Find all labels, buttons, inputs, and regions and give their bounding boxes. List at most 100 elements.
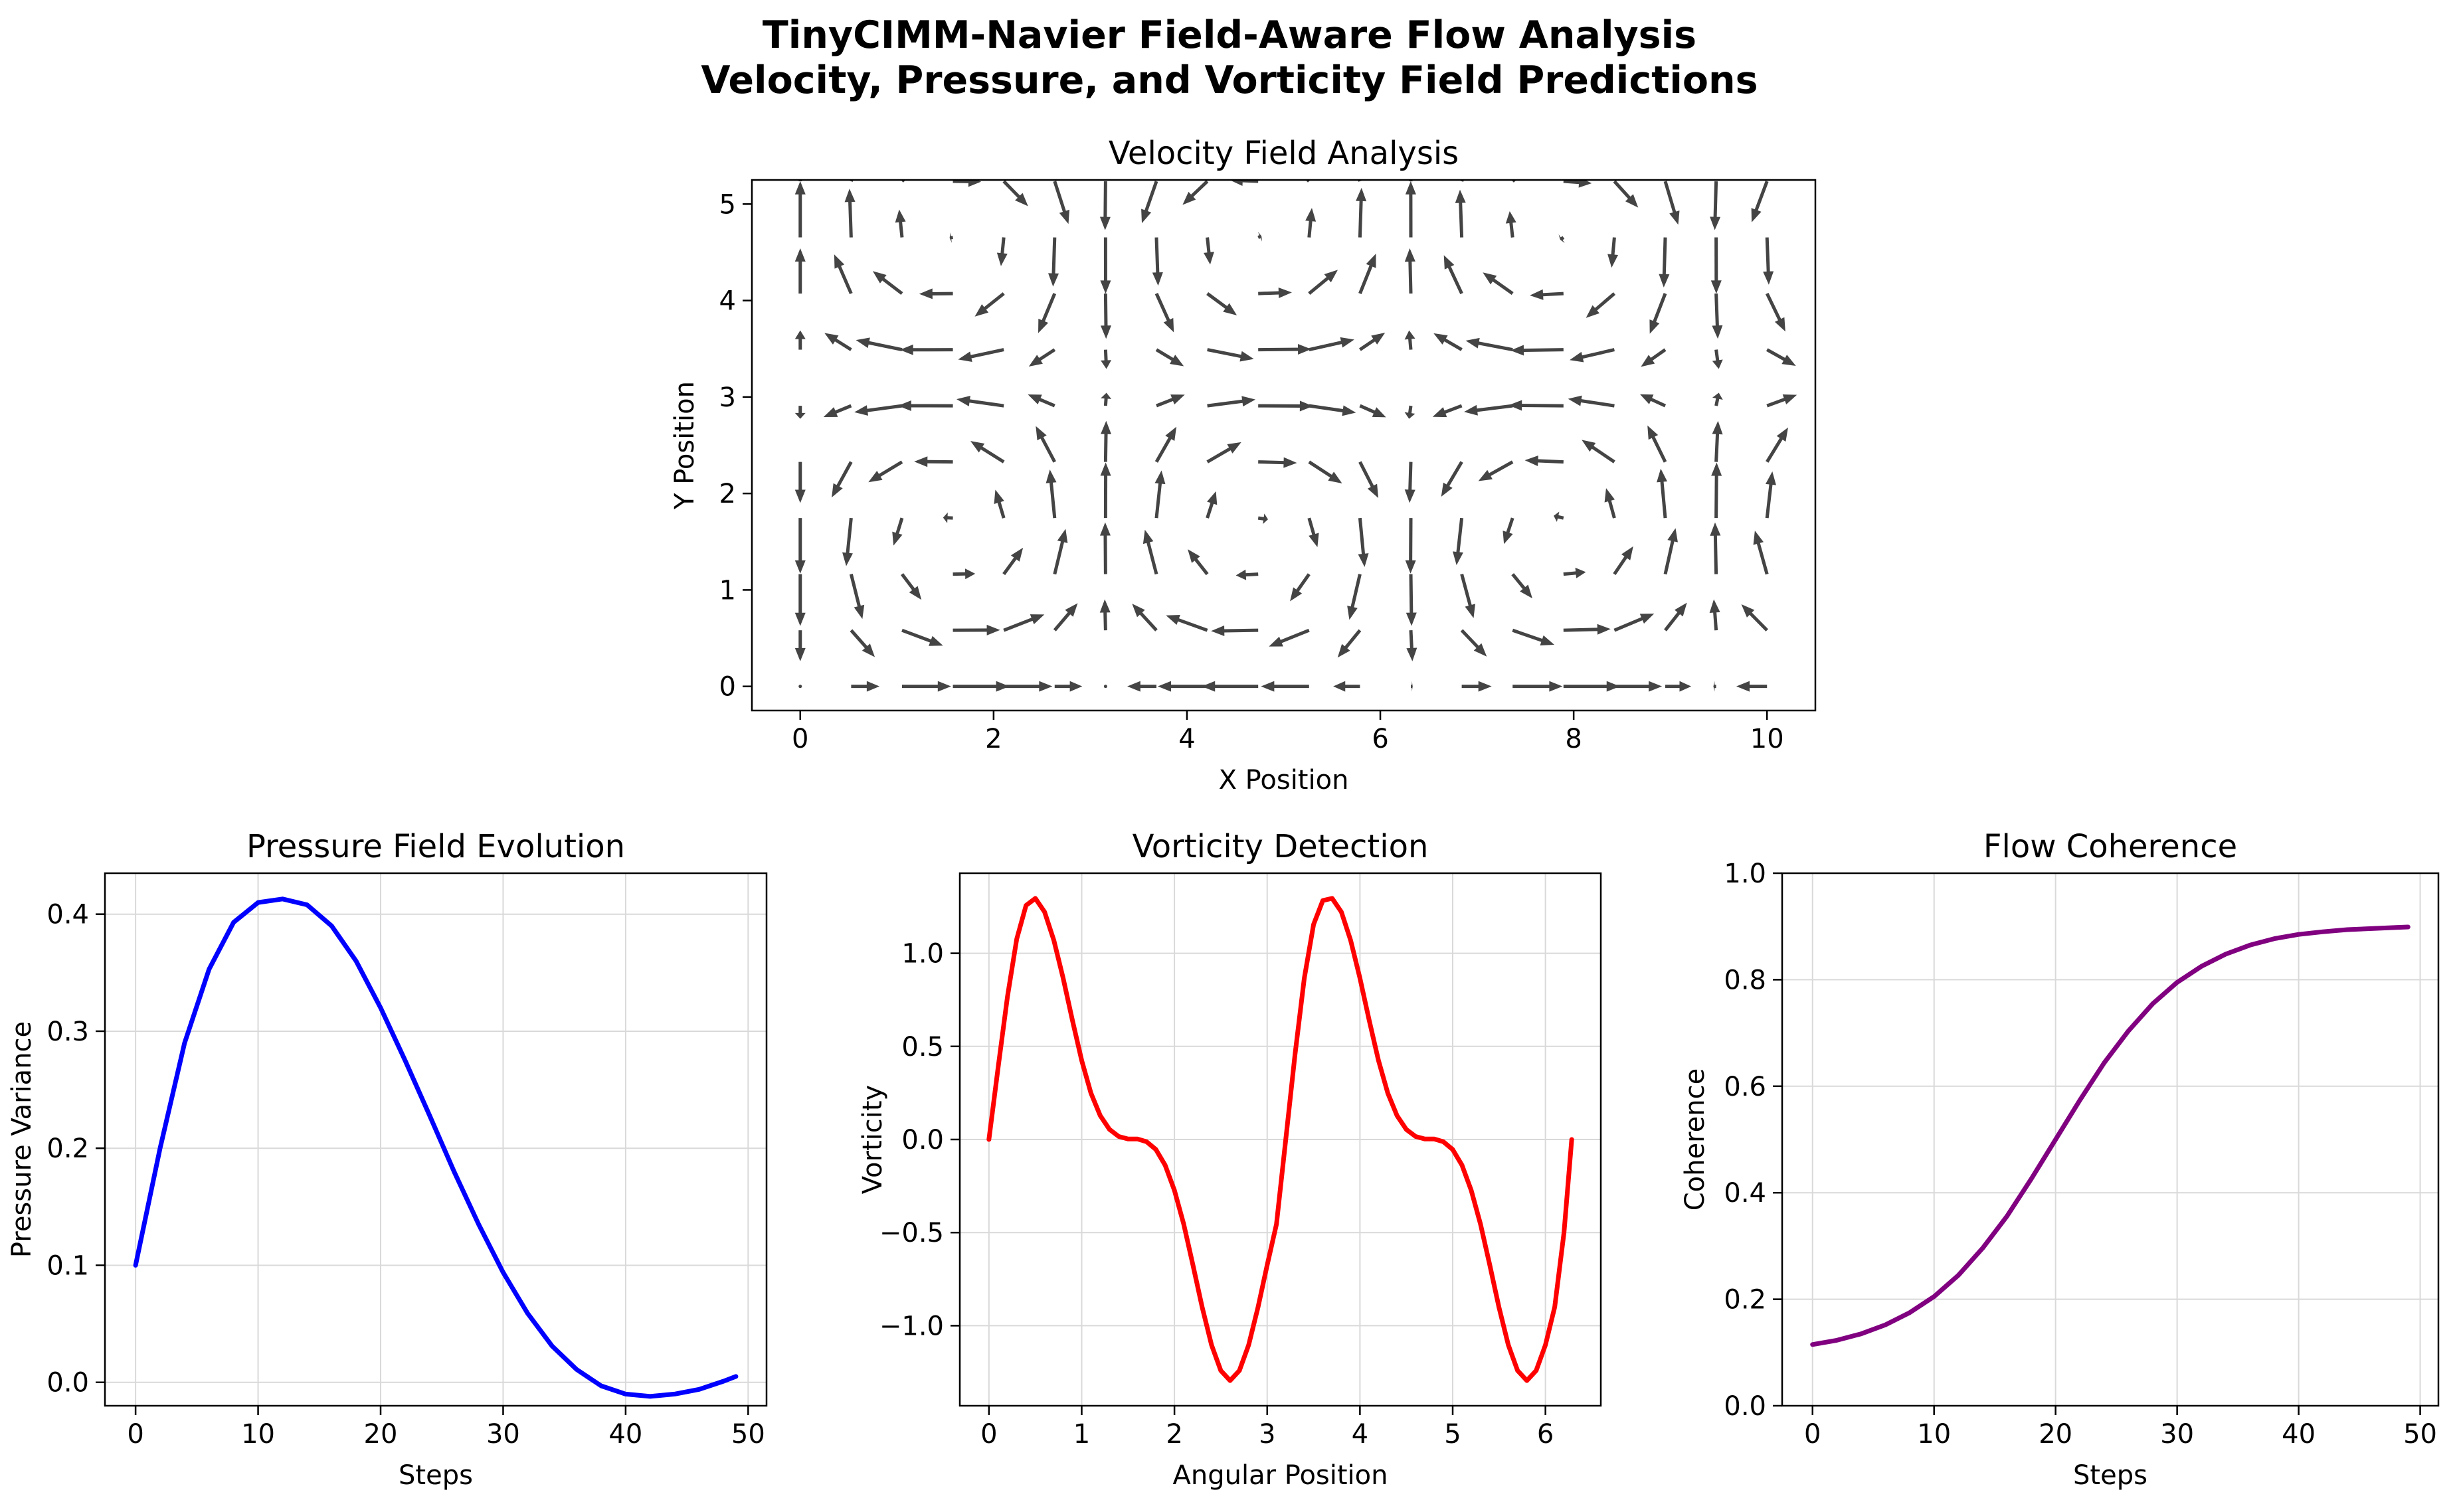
velocity-arrow — [1038, 293, 1057, 333]
velocity-arrow — [1478, 460, 1514, 481]
pressure-ytick-label: 0.2 — [46, 1134, 89, 1164]
velocity-arrow-head — [1299, 400, 1313, 412]
velocity-arrow — [1152, 237, 1163, 286]
velocity-ytick-label: 2 — [719, 479, 736, 509]
velocity-arrow — [958, 348, 1004, 363]
velocity-arrow-shaft — [1649, 432, 1667, 463]
velocity-arrow — [872, 271, 903, 295]
velocity-arrow-head — [970, 441, 985, 453]
velocity-arrow — [1258, 288, 1292, 299]
velocity-arrow-head — [1763, 271, 1774, 285]
velocity-arrow-shaft — [1154, 293, 1172, 326]
vorticity-panel: 0 1 2 3 4 5 6 −1.0 −0.5 0.0 0.5 1.0 Vorticity Detect… — [858, 828, 1602, 1491]
velocity-arrow-head — [1412, 681, 1413, 692]
velocity-arrow-shaft — [1053, 181, 1068, 217]
velocity-arrow-head — [1582, 440, 1596, 452]
velocity-arrow-shaft — [836, 261, 853, 295]
velocity-arrow-shaft — [849, 574, 862, 612]
vorticity-xtick-label: 1 — [1073, 1419, 1090, 1450]
velocity-arrow — [1570, 348, 1615, 363]
velocity-arrow — [1206, 292, 1237, 315]
velocity-arrow-shaft — [1471, 404, 1513, 413]
velocity-arrow — [1258, 457, 1297, 468]
velocity-arrow — [1404, 462, 1415, 503]
velocity-arrow-head — [1712, 359, 1723, 369]
velocity-arrow — [1101, 349, 1112, 369]
velocity-arrow-head — [1188, 549, 1200, 563]
velocity-arrow — [1202, 681, 1259, 692]
velocity-arrow — [1709, 599, 1720, 631]
velocity-arrow — [1347, 574, 1362, 620]
vorticity-ytick-label: 0.5 — [901, 1032, 944, 1062]
velocity-arrow-shaft — [1408, 462, 1413, 495]
velocity-arrow-head — [1283, 457, 1297, 468]
velocity-arrow-head — [1441, 482, 1453, 497]
velocity-arrow-head — [1473, 643, 1487, 657]
velocity-arrow-shaft — [1713, 181, 1718, 222]
velocity-arrow — [1132, 604, 1158, 631]
velocity-arrow-shaft — [964, 398, 1004, 408]
velocity-arrow — [1582, 440, 1615, 463]
velocity-arrow-head — [1099, 522, 1111, 536]
pressure-title: Pressure Field Evolution — [246, 828, 625, 865]
velocity-arrow-head — [794, 181, 806, 195]
coherence-xtick-label: 30 — [2160, 1419, 2194, 1450]
velocity-arrow-head — [1667, 528, 1678, 543]
velocity-arrow-head — [1406, 647, 1417, 661]
velocity-arrow-shaft — [845, 517, 853, 558]
velocity-arrow-shaft — [1219, 628, 1259, 633]
velocity-arrow-head — [958, 351, 972, 363]
velocity-arrow-head — [1669, 210, 1680, 225]
velocity-arrow — [856, 337, 903, 352]
velocity-arrow — [1503, 517, 1514, 545]
velocity-arrow — [1028, 348, 1056, 367]
velocity-arrow-head — [1065, 603, 1078, 617]
velocity-arrow-head — [1333, 681, 1346, 692]
velocity-arrow — [1235, 569, 1259, 580]
velocity-arrow-head — [1432, 407, 1447, 418]
vorticity-xtick-label: 6 — [1537, 1419, 1554, 1450]
velocity-arrow — [1613, 546, 1633, 576]
velocity-arrow-head — [1554, 511, 1560, 523]
velocity-arrow — [1099, 522, 1111, 574]
velocity-arrow-shaft — [1765, 292, 1783, 325]
velocity-arrow — [1155, 348, 1184, 367]
pressure-ytick-label: 0.0 — [46, 1368, 89, 1398]
velocity-arrow — [1405, 518, 1416, 574]
pressure-xtick-label: 0 — [127, 1419, 143, 1450]
vorticity-xtick-label: 3 — [1259, 1419, 1275, 1450]
vorticity-ylabel: Vorticity — [858, 1085, 888, 1194]
velocity-arrow — [994, 489, 1006, 519]
velocity-arrow — [1443, 255, 1463, 295]
velocity-arrow — [1712, 420, 1723, 462]
velocity-arrow — [953, 681, 1010, 692]
velocity-arrow — [1664, 602, 1687, 631]
velocity-arrow-shaft — [863, 340, 903, 352]
velocity-arrow — [1206, 442, 1241, 463]
velocity-arrow — [844, 189, 856, 238]
velocity-arrow — [943, 512, 953, 523]
velocity-arrow-shaft — [1003, 616, 1038, 632]
coherence-axes-frame — [1781, 872, 2440, 1407]
velocity-arrow-shaft — [1662, 237, 1667, 280]
velocity-arrow-head — [844, 189, 856, 203]
pressure-ylabel: Pressure Variance — [7, 1021, 37, 1258]
velocity-arrow — [1003, 614, 1045, 632]
velocity-arrow-shaft — [1512, 628, 1548, 644]
velocity-arrow — [1358, 517, 1369, 567]
velocity-arrow — [1101, 420, 1112, 462]
velocity-arrow-head — [1478, 469, 1493, 481]
velocity-arrow-head — [1639, 614, 1655, 624]
velocity-arrow-head — [1372, 407, 1386, 418]
velocity-arrow — [1356, 187, 1367, 238]
velocity-arrow — [1563, 567, 1586, 578]
velocity-arrow — [1359, 404, 1386, 418]
velocity-arrow — [1036, 426, 1056, 463]
velocity-arrow — [1002, 547, 1024, 576]
velocity-arrow-shaft — [1358, 195, 1363, 238]
velocity-arrow — [1359, 332, 1386, 351]
pressure-series-line — [133, 896, 739, 1399]
velocity-arrow-head — [1659, 274, 1670, 288]
velocity-arrow-head — [1204, 252, 1214, 265]
